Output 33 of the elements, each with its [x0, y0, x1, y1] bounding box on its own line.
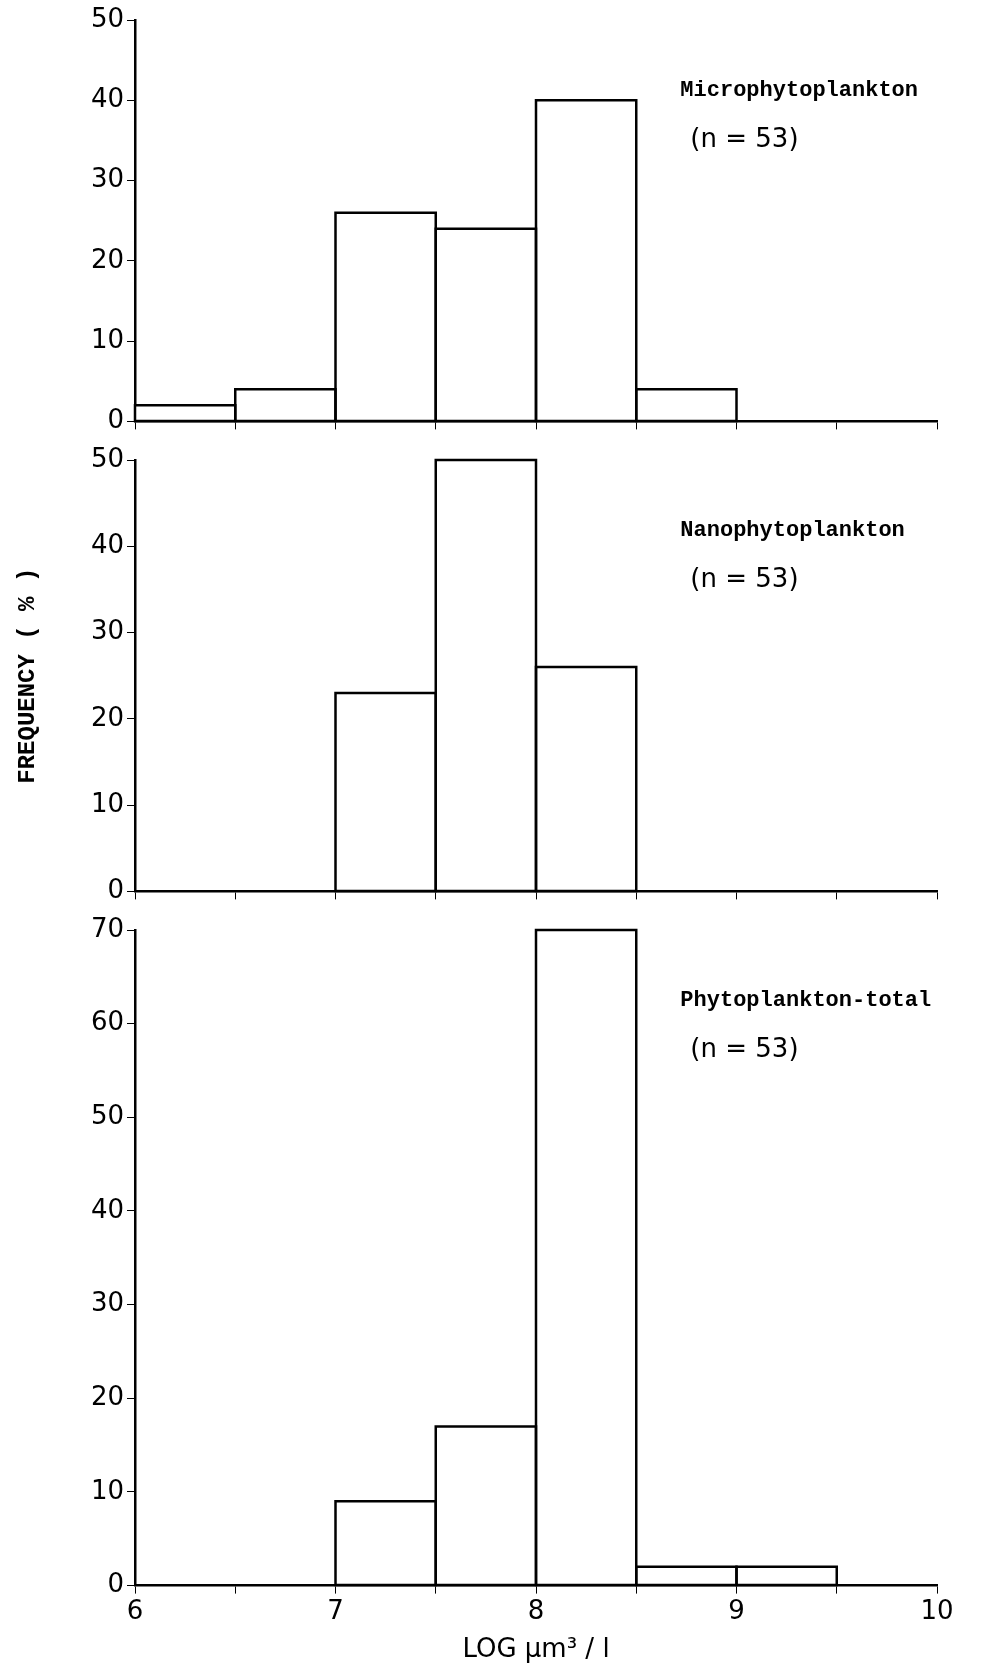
y-tick-label: 30 — [90, 163, 124, 194]
y-tick-label: 0 — [107, 874, 124, 905]
x-tick-label: 8 — [527, 1594, 545, 1625]
text: (n = 53) — [690, 122, 799, 153]
y-tick-label: 20 — [90, 243, 124, 274]
x-tick-label: 6 — [126, 1594, 144, 1625]
text: Microphytoplankton — [680, 77, 918, 103]
y-tick-label: 40 — [90, 529, 124, 560]
y-tick-label: 50 — [90, 2, 124, 33]
y-tick-label: 40 — [90, 1193, 124, 1224]
x-tick-label: 9 — [728, 1594, 745, 1625]
y-tick-label: 60 — [90, 1006, 124, 1037]
y-tick-label: 10 — [90, 1474, 124, 1505]
y-tick-label: 50 — [90, 1100, 124, 1131]
text: Nanophytoplankton — [680, 517, 905, 543]
y-tick-label: 10 — [90, 323, 124, 354]
text: Phytoplankton-total — [680, 987, 932, 1013]
y-tick-label: 10 — [90, 787, 124, 818]
y-tick-label: 40 — [90, 83, 124, 114]
y-tick-label: 20 — [90, 1381, 124, 1412]
y-tick-label: 0 — [107, 404, 124, 435]
text: (n = 53) — [690, 1032, 799, 1063]
y-tick-label: 20 — [90, 701, 124, 732]
text: (n = 53) — [690, 562, 799, 593]
y-tick-label: 30 — [90, 615, 124, 646]
y-tick-label: 30 — [90, 1287, 124, 1318]
y-tick-label: 70 — [90, 912, 124, 943]
y-axis-title: FREQUENCY ( % ) — [14, 567, 42, 784]
y-tick-label: 50 — [90, 442, 124, 473]
y-tick-label: 0 — [107, 1568, 124, 1599]
x-tick-label: 10 — [920, 1594, 954, 1625]
x-axis-title: LOG µm³ / l — [462, 1633, 610, 1664]
x-tick-label: 7 — [327, 1594, 344, 1625]
